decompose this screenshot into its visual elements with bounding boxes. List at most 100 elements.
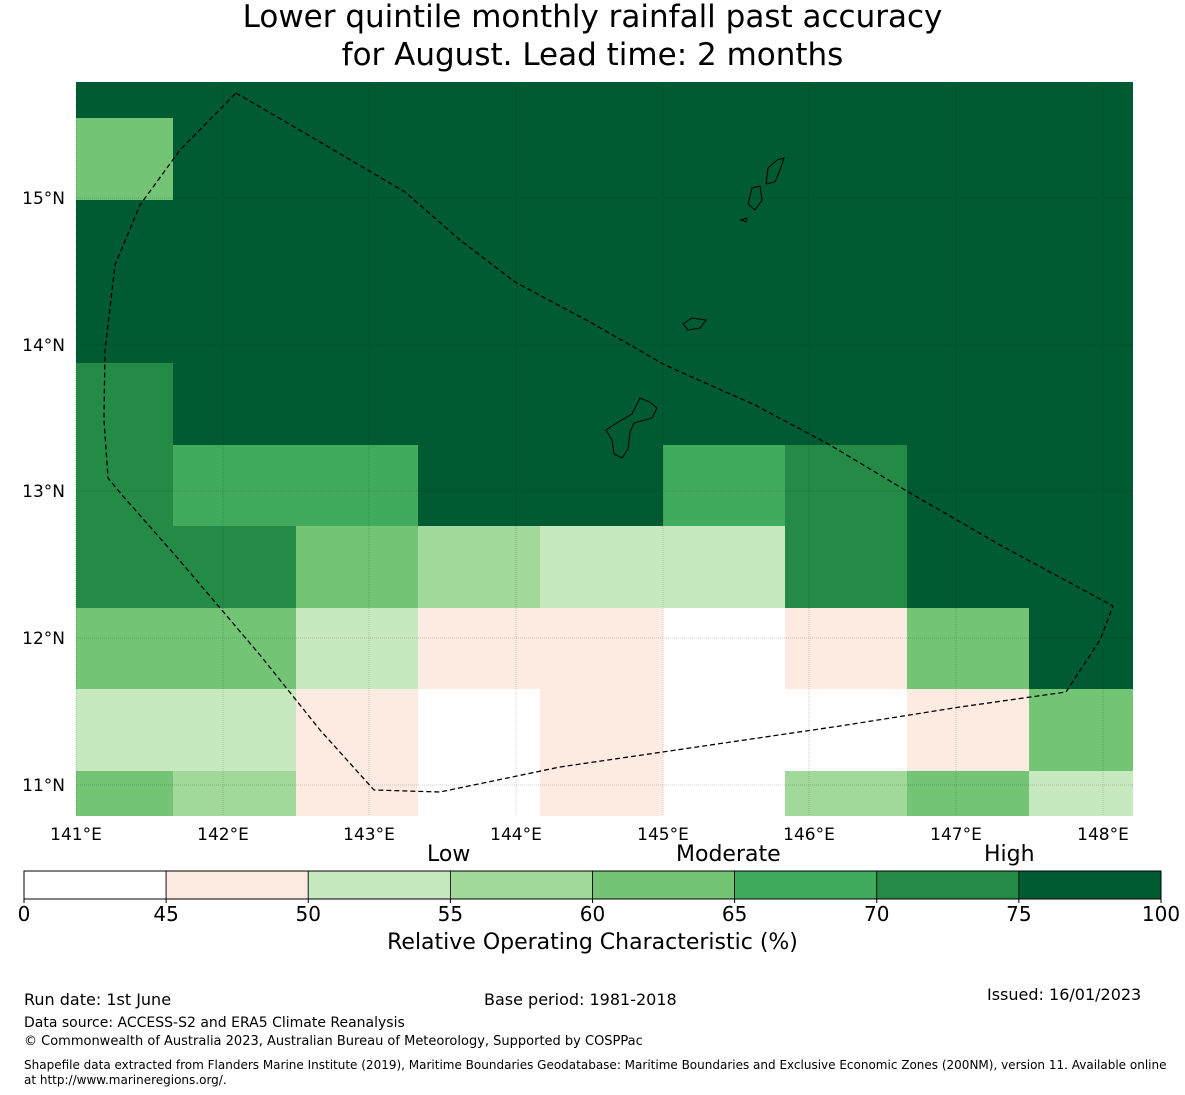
- grid-cell: [907, 200, 1029, 282]
- copyright-notice: © Commonwealth of Australia 2023, Austra…: [24, 1034, 643, 1049]
- grid-cell: [907, 282, 1029, 363]
- grid-cell: [907, 771, 1029, 816]
- grid-cell: [663, 82, 785, 118]
- grid-cell: [907, 608, 1029, 689]
- grid-cell: [76, 363, 173, 445]
- colorbar-segment: [307, 870, 451, 900]
- grid-cell: [76, 445, 173, 526]
- grid-cell: [663, 445, 785, 526]
- islands: [605, 157, 785, 459]
- grid-cell: [785, 282, 907, 363]
- accuracy-grid: [76, 82, 1133, 816]
- x-tick-label: 145°E: [637, 825, 689, 845]
- grid-cell: [296, 118, 418, 200]
- grid-cell: [540, 526, 663, 608]
- x-tick-label: 148°E: [1077, 825, 1129, 845]
- grid-cell: [173, 118, 296, 200]
- grid-cell: [296, 282, 418, 363]
- colorbar: 0 45 50 55 60 65 70 75 100: [18, 870, 1180, 926]
- grid-cell: [785, 200, 907, 282]
- category-moderate-label: Moderate: [676, 842, 781, 867]
- grid-cell: [418, 608, 540, 689]
- colorbar-tick-label: 60: [580, 902, 605, 926]
- base-period: Base period: 1981-2018: [484, 990, 677, 1009]
- colorbar-tick-label: 70: [864, 902, 889, 926]
- grid-cell: [540, 608, 663, 689]
- grid-cell: [418, 771, 540, 816]
- grid-cell: [173, 526, 296, 608]
- grid-cell: [785, 689, 907, 771]
- issued-date: Issued: 16/01/2023: [987, 985, 1142, 1004]
- grid-cell: [173, 200, 296, 282]
- grid-cell: [663, 363, 785, 445]
- grid-cell: [663, 118, 785, 200]
- x-tick-label: 146°E: [783, 825, 835, 845]
- colorbar-segment: [165, 870, 309, 900]
- colorbar-axis-label: Relative Operating Characteristic (%): [387, 930, 798, 955]
- grid-cell: [907, 689, 1029, 771]
- grid-cell: [1029, 82, 1133, 118]
- grid-cell: [296, 82, 418, 118]
- run-date: Run date: 1st June: [24, 990, 172, 1009]
- data-source: Data source: ACCESS-S2 and ERA5 Climate …: [24, 1015, 405, 1031]
- grid-cell: [296, 526, 418, 608]
- y-tick-label: 12°N: [22, 629, 65, 649]
- grid-cell: [1029, 445, 1133, 526]
- y-tick-label: 14°N: [22, 336, 65, 356]
- grid-cell: [173, 282, 296, 363]
- grid-cell: [173, 689, 296, 771]
- colorbar-segment: [23, 870, 167, 900]
- grid-cell: [540, 771, 663, 816]
- grid-cell: [663, 526, 785, 608]
- grid-cell: [785, 82, 907, 118]
- grid-cell: [76, 282, 173, 363]
- grid-cell: [1029, 689, 1133, 771]
- grid-cell: [663, 282, 785, 363]
- grid-cell: [1029, 526, 1133, 608]
- island-saipan: [765, 157, 785, 185]
- x-tick-label: 142°E: [197, 825, 249, 845]
- grid-cell: [173, 82, 296, 118]
- grid-cell: [1029, 118, 1133, 200]
- x-tick-label: 141°E: [50, 825, 102, 845]
- grid-cell: [1029, 608, 1133, 689]
- grid-cell: [540, 200, 663, 282]
- y-tick-label: 13°N: [22, 482, 65, 502]
- grid-cell: [785, 445, 907, 526]
- x-tick-label: 147°E: [930, 825, 982, 845]
- grid-cell: [907, 82, 1029, 118]
- colorbar-segment: [592, 870, 736, 900]
- grid-cell: [296, 200, 418, 282]
- colorbar-segment: [734, 870, 878, 900]
- grid-cell: [540, 445, 663, 526]
- grid-cell: [418, 689, 540, 771]
- grid-cell: [907, 445, 1029, 526]
- grid-cell: [418, 282, 540, 363]
- grid-cell: [663, 608, 785, 689]
- map-title-line-1: Lower quintile monthly rainfall past acc…: [242, 0, 943, 35]
- grid-cell: [663, 689, 785, 771]
- grid-cell: [418, 363, 540, 445]
- grid-cell: [418, 200, 540, 282]
- grid-cell: [173, 445, 296, 526]
- grid-cell: [296, 771, 418, 816]
- grid-cell: [1029, 771, 1133, 816]
- grid-cell: [785, 608, 907, 689]
- grid-cell: [418, 526, 540, 608]
- grid-cell: [785, 526, 907, 608]
- grid-cell: [540, 689, 663, 771]
- grid-cell: [785, 771, 907, 816]
- grid-cell: [76, 689, 173, 771]
- grid-cell: [1029, 282, 1133, 363]
- grid-cell: [76, 118, 173, 200]
- x-tick-label: 143°E: [343, 825, 395, 845]
- x-axis: 141°E 142°E 143°E 144°E 145°E 146°E 147°E 148°E: [50, 825, 1129, 845]
- grid-cell: [418, 445, 540, 526]
- graticule: [75, 82, 1133, 816]
- grid-cell: [663, 771, 785, 816]
- colorbar-tick-label: 100: [1142, 902, 1180, 926]
- grid-cell: [296, 363, 418, 445]
- x-tick-label: 144°E: [490, 825, 542, 845]
- shapefile-credit-line-1: Shapefile data extracted from Flanders M…: [24, 1058, 1167, 1072]
